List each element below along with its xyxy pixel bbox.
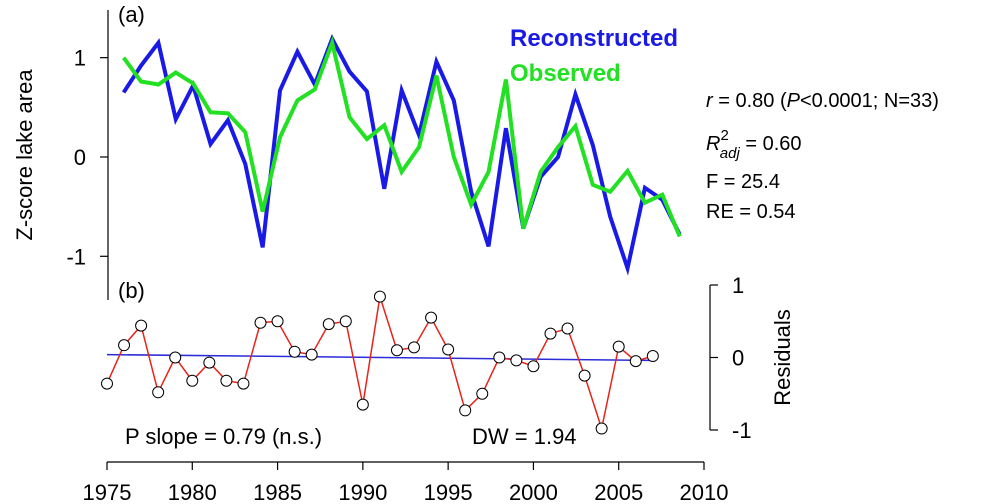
data-line — [106, 296, 654, 432]
data-point — [425, 311, 438, 324]
stat-line: R2 adj = 0.60 — [706, 127, 802, 162]
data-point — [237, 377, 250, 390]
stat-part: RE = 0.54 — [706, 201, 796, 223]
data-point — [271, 315, 284, 328]
data-point — [339, 315, 352, 328]
y-axis-label: Z-score lake area — [12, 69, 37, 241]
data-line — [121, 33, 682, 276]
x-tick-label: 1990 — [338, 480, 387, 504]
data-point — [442, 343, 455, 356]
data-point — [220, 374, 233, 387]
legend-entry: Observed — [510, 60, 621, 87]
data-point — [561, 322, 574, 335]
data-point — [203, 356, 216, 369]
y-tick-label: 0 — [732, 346, 744, 371]
data-point — [390, 344, 403, 357]
x-tick-label: 1975 — [83, 480, 132, 504]
stat-part: = 0.60 — [740, 133, 802, 155]
stat-part: F = 25.4 — [706, 171, 780, 193]
stat-line: r = 0.80 (P<0.0001; N=33) — [706, 90, 939, 112]
legend-entry: Reconstructed — [510, 25, 678, 52]
data-point — [629, 355, 642, 368]
data-point — [493, 351, 506, 364]
data-point — [476, 387, 489, 400]
y-tick-label: 1 — [74, 46, 86, 71]
x-tick-label: 1995 — [424, 480, 473, 504]
data-point — [544, 327, 557, 340]
annotation: P slope = 0.79 (n.s.) — [125, 424, 322, 449]
data-point — [527, 360, 540, 373]
stat-part: R — [706, 133, 720, 155]
stat-part: r — [706, 90, 714, 112]
stat-part: = 0.80 ( — [713, 90, 787, 112]
y-tick-label: -1 — [66, 244, 86, 269]
panel-label: (b) — [118, 278, 145, 303]
x-tick-label: 1985 — [253, 480, 302, 504]
data-point — [595, 422, 608, 435]
data-point — [373, 290, 386, 303]
stat-part: 2 — [720, 127, 728, 144]
y-axis-label: Residuals — [770, 309, 795, 406]
stat-line: F = 25.4 — [706, 171, 780, 193]
x-tick-label: 2005 — [594, 480, 643, 504]
data-point — [646, 350, 659, 363]
data-line — [122, 35, 682, 238]
data-point — [169, 351, 182, 364]
data-point — [356, 398, 369, 411]
stat-part: P — [787, 90, 801, 112]
x-tick-label: 1980 — [168, 480, 217, 504]
data-point — [152, 386, 165, 399]
data-point — [305, 348, 318, 361]
data-point — [510, 354, 523, 367]
data-point — [612, 340, 625, 353]
data-point — [186, 374, 199, 387]
stat-line: RE = 0.54 — [706, 201, 796, 223]
stat-part: <0.0001; N=33) — [800, 90, 939, 112]
y-tick-label: 1 — [732, 273, 744, 298]
data-point — [288, 345, 301, 358]
annotation: DW = 1.94 — [472, 424, 577, 449]
data-point — [254, 316, 267, 329]
panel-label: (a) — [118, 2, 145, 27]
data-point — [578, 369, 591, 382]
data-point — [408, 341, 421, 354]
x-tick-label: 2010 — [680, 480, 729, 504]
data-point — [135, 319, 148, 332]
stat-part: adj — [720, 145, 741, 162]
y-tick-label: -1 — [732, 418, 752, 443]
y-tick-label: 0 — [74, 145, 86, 170]
data-point — [101, 377, 113, 390]
data-point — [322, 318, 335, 331]
x-tick-label: 2000 — [509, 480, 558, 504]
data-point — [459, 404, 472, 417]
data-point — [118, 339, 131, 352]
trend-line — [106, 353, 653, 362]
